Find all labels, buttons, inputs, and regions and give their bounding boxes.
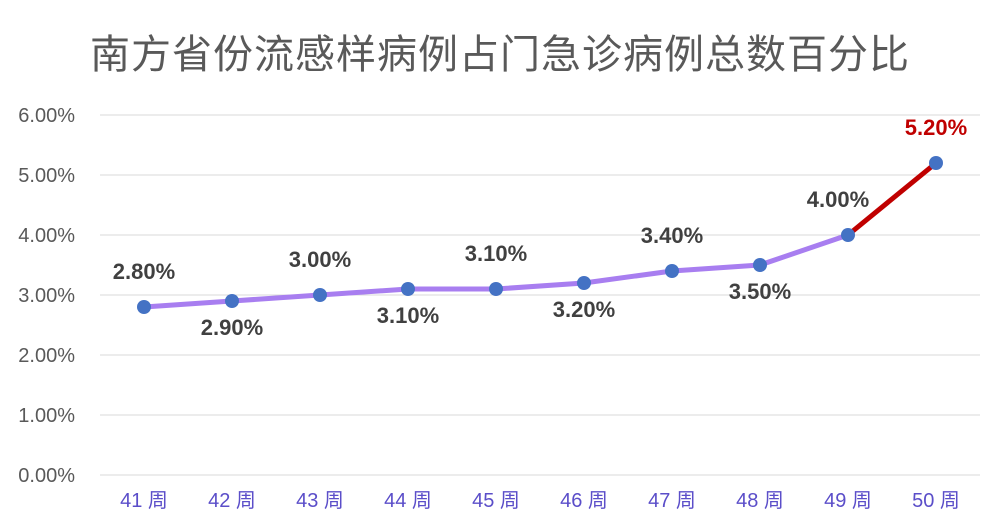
y-tick-label: 1.00% [18,405,75,427]
data-labels: 2.80% 2.90% 3.00% 3.10% 3.10% 3.20% 3.40% 3.50%… [113,115,967,340]
y-tick-label: 0.00% [18,465,75,487]
x-tick-label: 48 周 [736,490,784,512]
chart-title: 南方省份流感样病例占门急诊病例总数百分比 [90,33,910,77]
y-tick-label: 5.00% [18,165,75,187]
data-label: 2.80% [113,259,175,284]
y-tick-label: 6.00% [18,105,75,127]
data-label: 3.00% [289,247,351,272]
x-tick-label: 43 周 [296,490,344,512]
data-label: 3.50% [729,279,791,304]
data-point [929,156,943,170]
data-label: 5.20% [905,115,967,140]
data-label: 3.10% [377,303,439,328]
data-point [841,228,855,242]
x-tick-label: 46 周 [560,490,608,512]
data-point [313,288,327,302]
y-tick-label: 4.00% [18,225,75,247]
data-point [137,300,151,314]
x-tick-label: 47 周 [648,490,696,512]
data-label: 4.00% [807,187,869,212]
data-label: 2.90% [201,315,263,340]
y-axis: 0.00% 1.00% 2.00% 3.00% 4.00% 5.00% 6.00% [18,105,75,487]
data-label: 3.40% [641,223,703,248]
data-point [225,294,239,308]
x-tick-label: 42 周 [208,490,256,512]
gridlines [100,114,980,476]
x-tick-label: 44 周 [384,490,432,512]
data-label: 3.20% [553,297,615,322]
data-point [401,282,415,296]
x-axis: 41 周 42 周 43 周 44 周 45 周 46 周 47 周 48 周 49 周 50 周 [120,490,960,512]
data-point [577,276,591,290]
data-label: 3.10% [465,241,527,266]
x-tick-label: 50 周 [912,490,960,512]
x-tick-label: 49 周 [824,490,872,512]
x-tick-label: 45 周 [472,490,520,512]
highlight-line-segment [845,160,939,238]
data-point [489,282,503,296]
series-points [137,156,943,314]
y-tick-label: 2.00% [18,345,75,367]
data-point [665,264,679,278]
data-point [753,258,767,272]
x-tick-label: 41 周 [120,490,168,512]
y-tick-label: 3.00% [18,285,75,307]
